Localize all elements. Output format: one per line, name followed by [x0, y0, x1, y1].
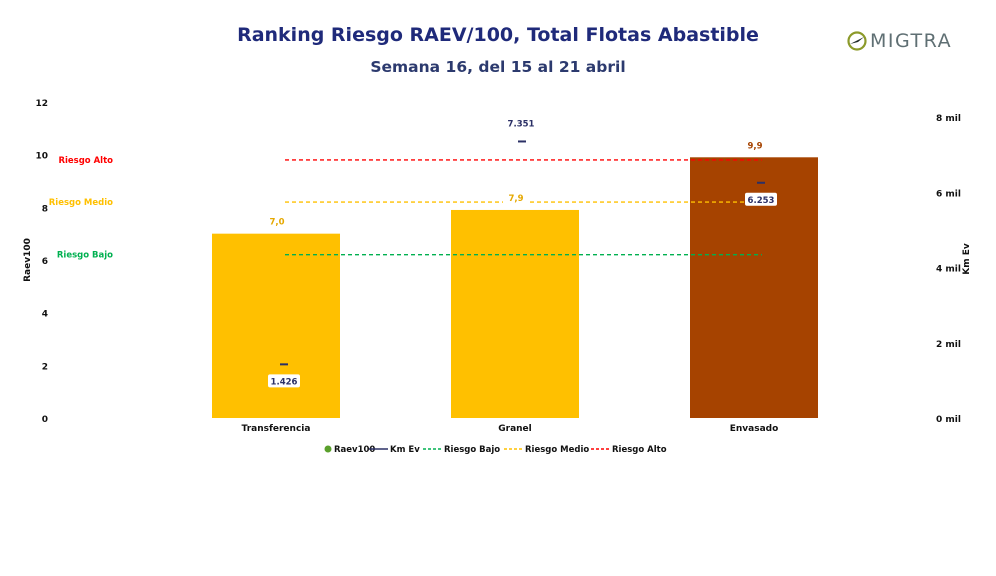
bar-raev100	[451, 209, 579, 418]
km-ev-label: 6.253	[748, 196, 775, 206]
y-tick-label: 0	[42, 415, 48, 425]
bar-raev100	[212, 233, 340, 418]
y2-tick-label: 2 mil	[936, 340, 961, 350]
bar-value-label: 7,0	[269, 218, 284, 228]
y-tick-label: 4	[42, 310, 48, 320]
legend-label: Riesgo Bajo	[444, 445, 500, 455]
y-tick-label: 6	[42, 257, 48, 267]
y-tick-label: 12	[35, 99, 48, 109]
y-tick-label: 8	[42, 204, 48, 214]
chart-title: Ranking Riesgo RAEV/100, Total Flotas Ab…	[237, 24, 759, 46]
chart-subtitle: Semana 16, del 15 al 21 abril	[370, 58, 626, 76]
logo-text: MIGTRA	[870, 30, 953, 52]
bar-label-bg	[264, 215, 288, 228]
bar-value-label: 9,9	[747, 141, 762, 151]
migtra-logo: MIGTRA	[846, 30, 952, 52]
ref-line-label: Riesgo Medio	[49, 198, 113, 208]
y-tick-label: 2	[42, 362, 48, 372]
ref-line-label: Riesgo Alto	[58, 156, 113, 166]
x-tick-label: Transferencia	[242, 424, 311, 434]
y-tick-label: 10	[35, 152, 48, 162]
y2-tick-label: 0 mil	[936, 415, 961, 425]
legend-label: Riesgo Medio	[525, 445, 589, 455]
km-ev-label-bg	[268, 374, 300, 388]
x-tick-label: Granel	[498, 424, 532, 434]
y2-axis-title: Km Ev	[962, 243, 972, 275]
ref-line-label: Riesgo Bajo	[57, 251, 113, 261]
bar-label-bg	[742, 139, 766, 152]
legend-label: Riesgo Alto	[612, 445, 667, 455]
y2-tick-label: 6 mil	[936, 189, 961, 199]
km-ev-label: 1.426	[271, 377, 298, 387]
y2-tick-label: 8 mil	[936, 114, 961, 124]
legend-label: Raev100	[334, 445, 375, 455]
km-ev-label-bg	[745, 192, 777, 206]
legend-swatch-raev100	[324, 445, 332, 453]
logo-mark-icon	[847, 31, 867, 51]
y2-tick-label: 4 mil	[936, 265, 961, 275]
legend-label: Km Ev	[390, 445, 420, 455]
km-ev-label: 7.351	[508, 119, 535, 129]
y-axis-title: Raev100	[23, 238, 33, 282]
bar-label-bg	[503, 191, 527, 204]
x-tick-label: Envasado	[730, 424, 779, 434]
bar-value-label: 7,9	[508, 194, 523, 204]
